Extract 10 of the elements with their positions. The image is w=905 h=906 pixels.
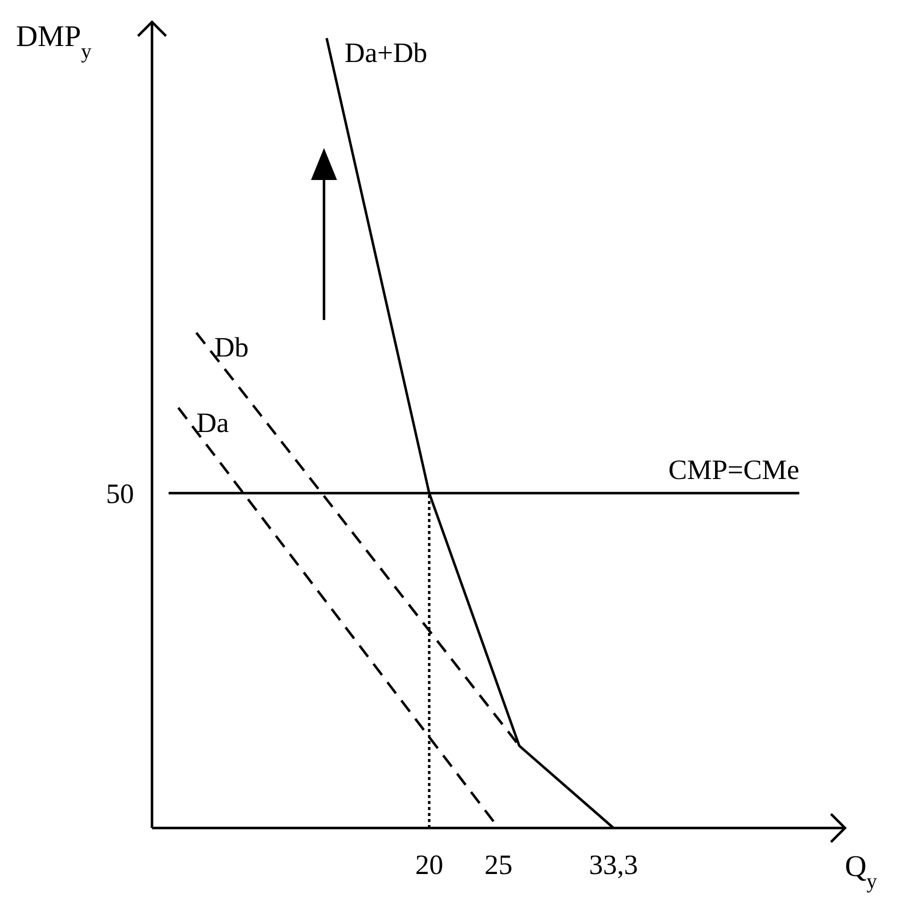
y-axis-title: DMP$_{y}$ [16, 20, 92, 63]
series-label: CMP=CMe [668, 455, 800, 486]
text: 50 [106, 479, 134, 510]
series-label: Da+Db [344, 38, 428, 70]
series-label: Db [214, 332, 249, 364]
series-label: Da [196, 408, 230, 439]
x-tick-label: 33,3 [589, 850, 638, 881]
x-tick-label: 25 [484, 850, 512, 881]
x-tick-label: 20 [415, 850, 444, 881]
x-axis-title: Q$_{y}$ [844, 850, 878, 893]
